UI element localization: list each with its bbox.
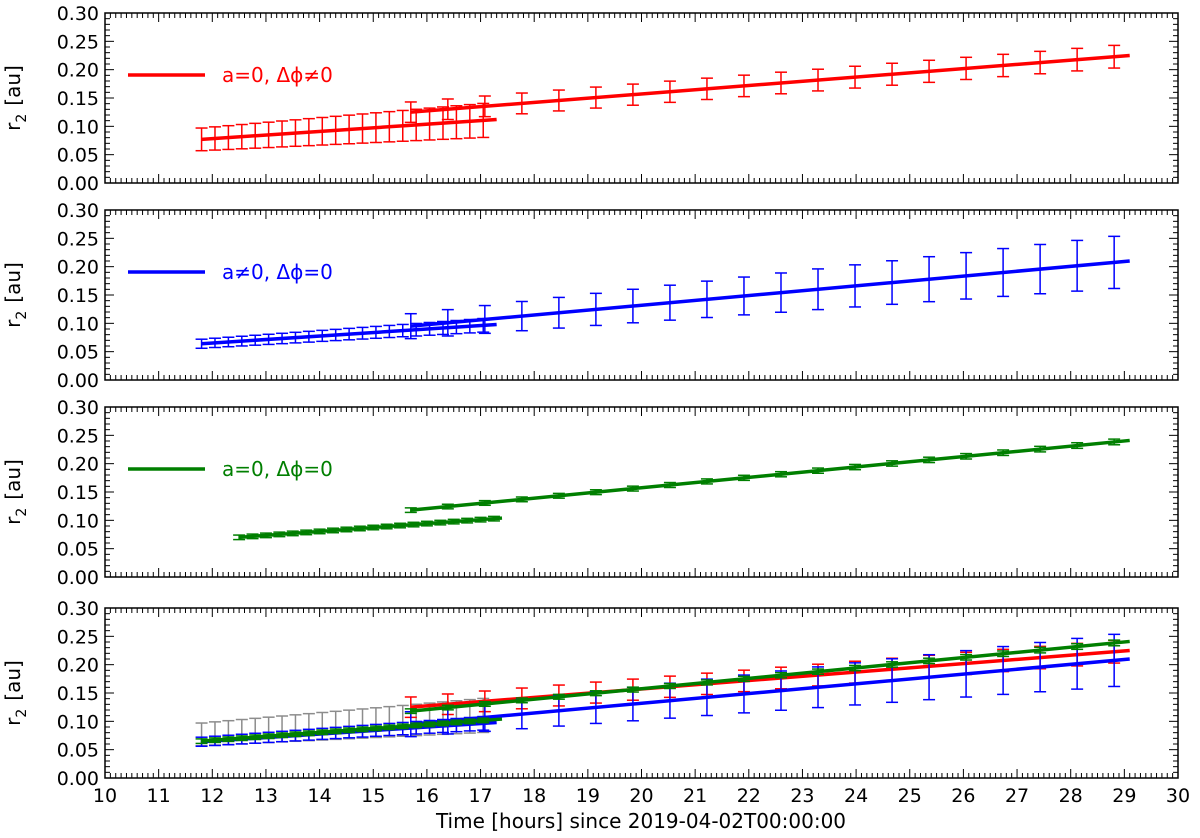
y-axis-title-unit: [au] [1,262,25,303]
panel-1 [104,12,1179,184]
y-axis-title: r2 [au] [1,65,30,131]
series-line [410,639,1130,713]
y-tick-label: 0.30 [57,200,99,222]
x-tick-label: 19 [576,785,600,807]
y-axis-title-unit: [au] [1,660,25,701]
series-line [410,648,1130,709]
y-tick-label: 0.20 [57,60,99,82]
y-tick-label: 0.15 [57,482,99,504]
y-axis-title-unit: [au] [1,65,25,106]
x-tick-label: 20 [629,785,653,807]
series-green-5 [195,717,503,745]
x-tick-label: 18 [522,785,546,807]
y-tick-label: 0.05 [57,539,99,561]
y-tick-label: 0.00 [57,768,99,790]
x-tick-label: 16 [415,785,439,807]
y-axis-title-subscript: 2 [14,114,30,123]
y-tick-label: 0.25 [57,425,99,447]
panel-4 [104,607,1179,779]
x-tick-label: 10 [93,785,117,807]
x-tick-label: 13 [254,785,278,807]
y-tick-label: 0.20 [57,655,99,677]
x-tick-label: 14 [308,785,332,807]
y-tick-label: 0.20 [57,257,99,279]
x-tick-label: 28 [1059,785,1083,807]
y-tick-label: 0.10 [57,510,99,532]
y-tick-label: 0.10 [57,711,99,733]
x-tick-label: 26 [951,785,975,807]
y-tick-label: 0.10 [57,313,99,335]
y-tick-label: 0.25 [57,626,99,648]
y-tick-label: 0.20 [57,454,99,476]
series-green-2 [404,438,1130,514]
plot-frame [104,607,1179,779]
y-axis-title: r2 [au] [1,262,30,328]
y-tick-label: 0.30 [57,3,99,25]
series-line [201,117,497,142]
y-axis-title-subscript: 2 [14,709,30,718]
axes-layer [104,12,1179,779]
y-tick-label: 0.05 [57,145,99,167]
series-blue-1 [195,317,497,350]
x-tick-label: 22 [737,785,761,807]
panel-2 [104,209,1179,381]
y-tick-label: 0.30 [57,397,99,419]
x-tick-label: 23 [790,785,814,807]
y-axis-title-main: r [1,122,25,131]
x-tick-label: 11 [147,785,171,807]
series-blue-2 [404,235,1130,340]
series-line [238,516,503,540]
series-line [410,657,1130,726]
plot-frame [104,209,1179,381]
series-line [410,53,1130,114]
series-red-1 [195,102,497,152]
y-tick-label: 0.25 [57,31,99,53]
series-green-1 [233,515,503,541]
y-axis-title-main: r [1,319,25,328]
plot-frame [104,406,1179,578]
x-tick-label: 21 [683,785,707,807]
y-tick-label: 0.15 [57,88,99,110]
y-tick-label: 0.15 [57,285,99,307]
data-layer [195,44,1130,748]
series-blue-4 [404,633,1130,738]
x-tick-label: 12 [200,785,224,807]
x-tick-label: 29 [1112,785,1136,807]
series-green-6 [404,639,1130,715]
legend-label: a=0, Δϕ=0 [222,457,333,481]
y-tick-label: 0.05 [57,740,99,762]
x-tick-label: 15 [361,785,385,807]
x-tick-label: 25 [898,785,922,807]
y-tick-label: 0.25 [57,228,99,250]
y-axis-title-main: r [1,717,25,726]
x-tick-label: 17 [468,785,492,807]
y-tick-label: 0.15 [57,683,99,705]
y-axis-title-subscript: 2 [14,311,30,320]
y-axis-title-main: r [1,516,25,525]
y-tick-label: 0.30 [57,598,99,620]
plot-frame [104,12,1179,184]
y-axis-title: r2 [au] [1,660,30,726]
series-line [201,717,503,743]
panel-3 [104,406,1179,578]
x-tick-label: 27 [1005,785,1029,807]
y-tick-label: 0.10 [57,116,99,138]
legend-label: a=0, Δϕ≠0 [222,63,333,87]
x-tick-label: 24 [844,785,868,807]
y-axis-title-unit: [au] [1,459,25,500]
y-tick-label: 0.00 [57,370,99,392]
y-tick-label: 0.00 [57,567,99,589]
series-line [410,438,1130,512]
y-axis-title-subscript: 2 [14,508,30,517]
series-line [410,259,1130,328]
x-tick-label: 30 [1166,785,1190,807]
y-tick-label: 0.00 [57,173,99,195]
series-red-2 [404,44,1130,124]
y-tick-label: 0.05 [57,342,99,364]
legend-label: a≠0, Δϕ=0 [222,260,333,284]
y-axis-title: r2 [au] [1,459,30,525]
x-axis-title: Time [hours] since 2019-04-02T00:00:00 [435,809,846,833]
